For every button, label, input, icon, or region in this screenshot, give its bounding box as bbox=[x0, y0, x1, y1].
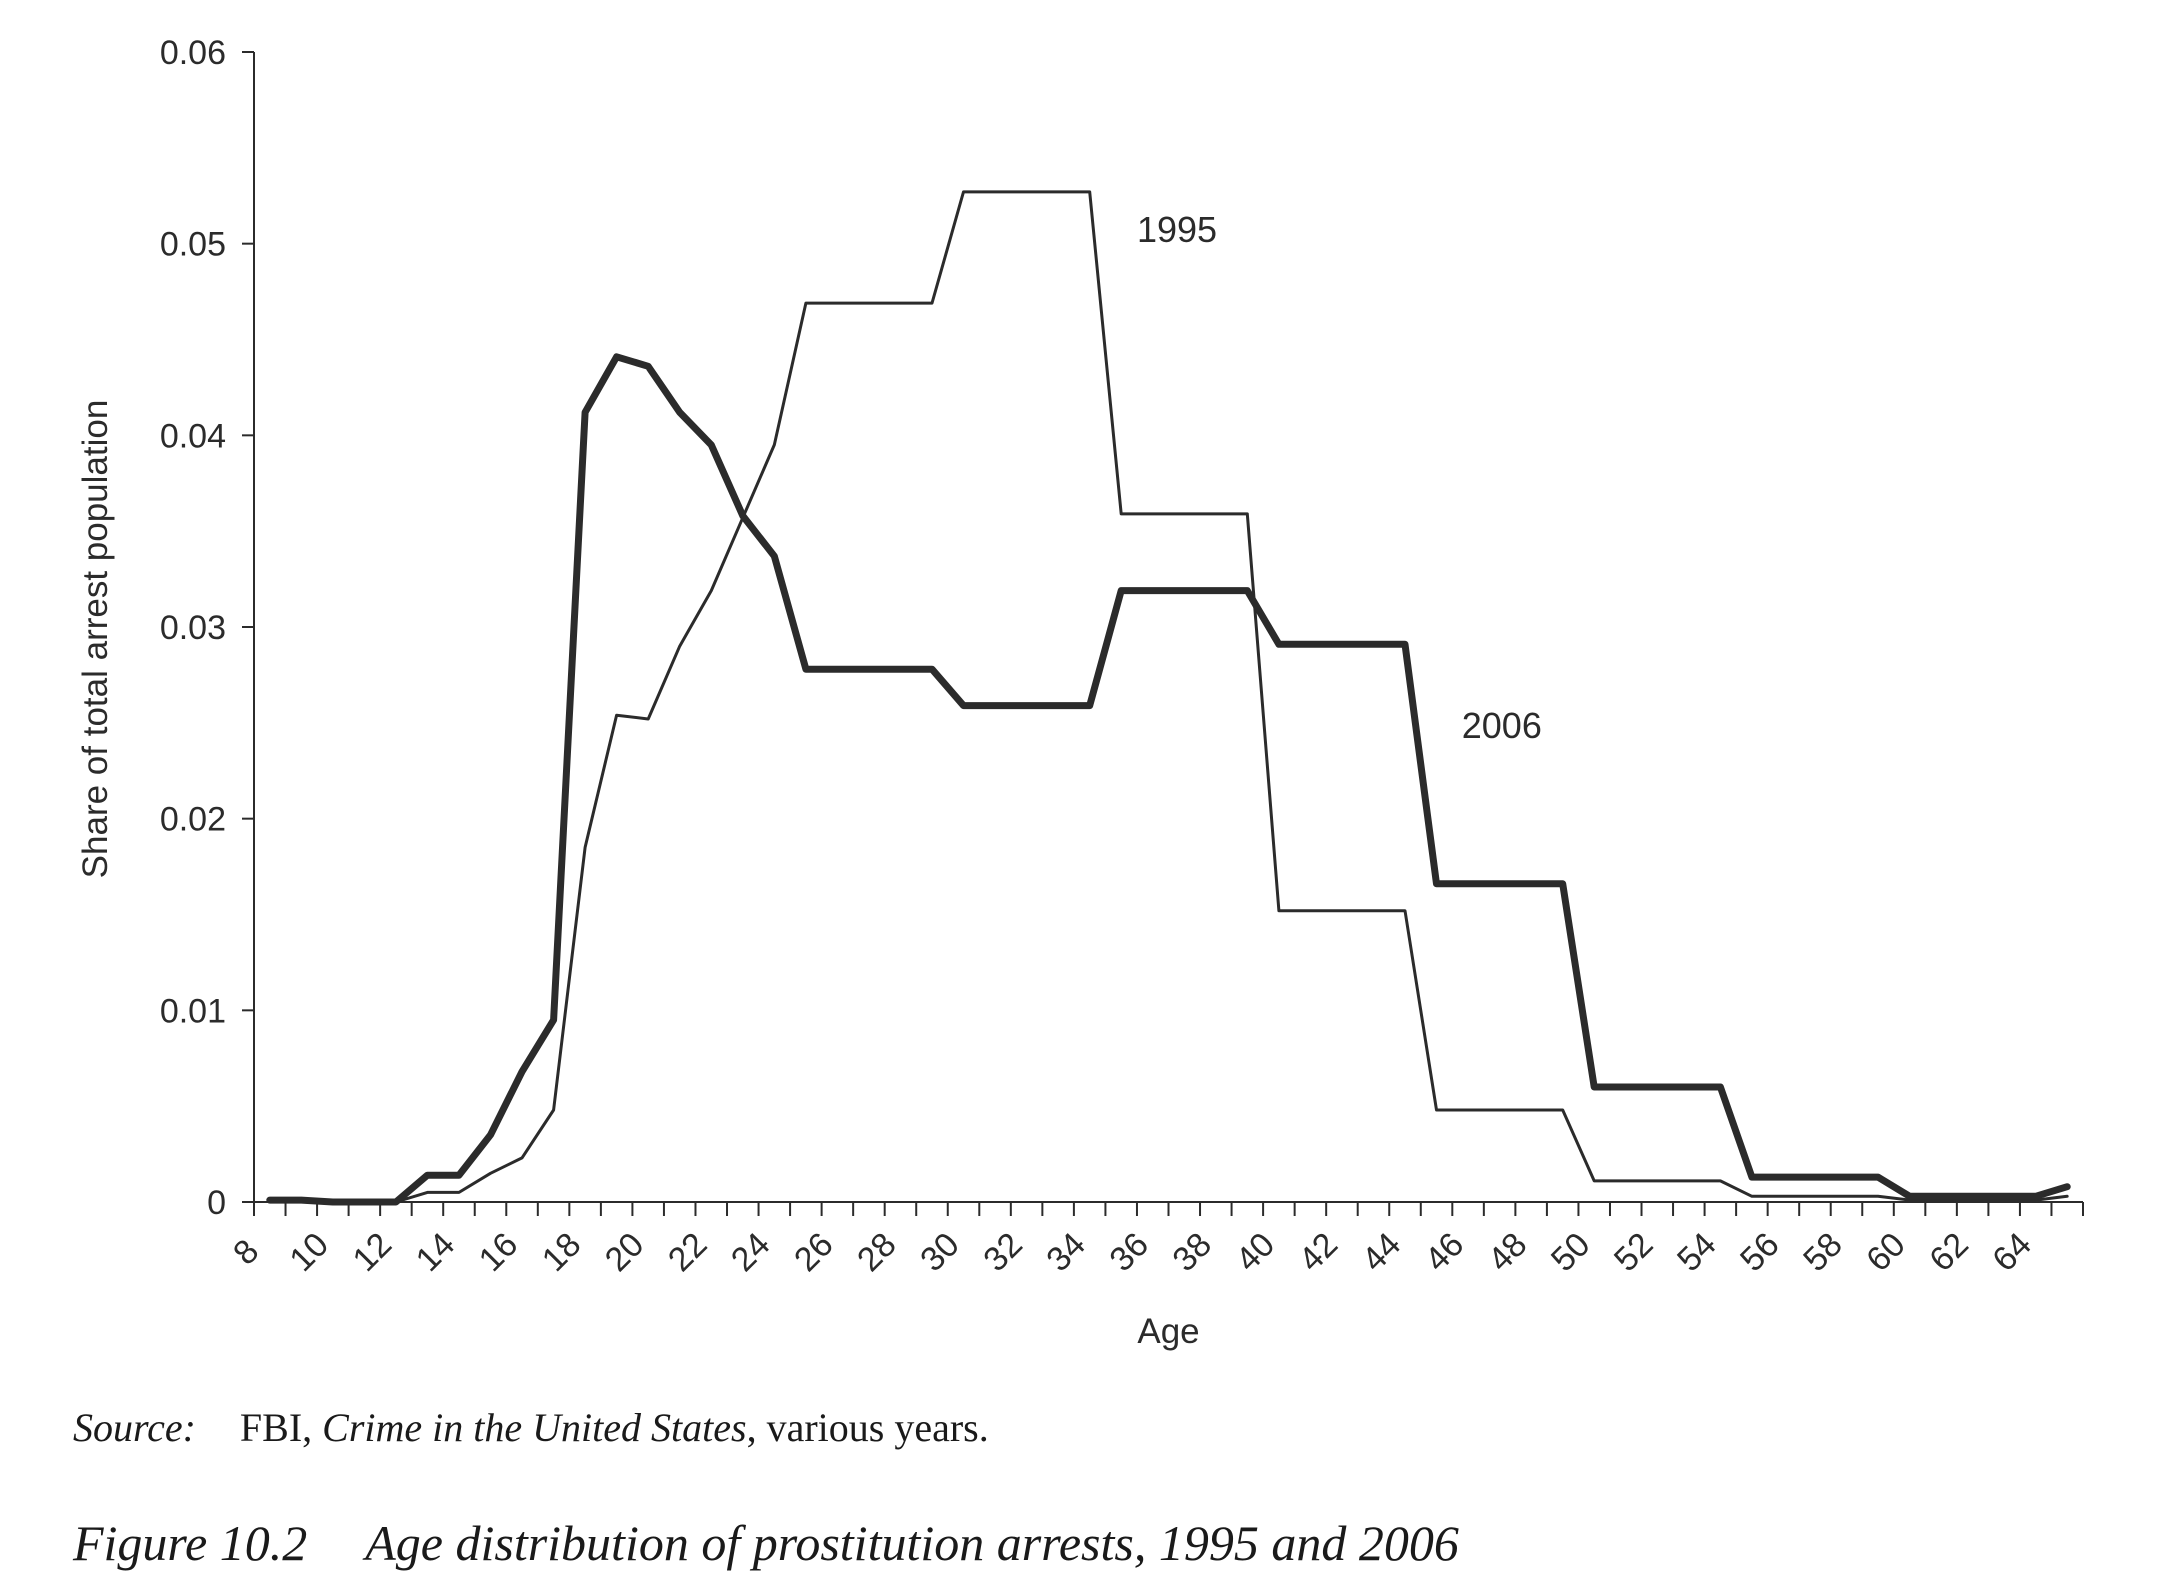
series-label-2006: 2006 bbox=[1462, 705, 1542, 746]
x-tick-label: 32 bbox=[976, 1225, 1030, 1279]
x-tick-label: 24 bbox=[724, 1225, 778, 1279]
x-tick-label: 64 bbox=[1985, 1225, 2039, 1279]
y-tick-label: 0.01 bbox=[160, 992, 226, 1030]
source-suffix: , various years. bbox=[746, 1405, 989, 1450]
series-line-1995 bbox=[268, 190, 2069, 1204]
x-tick-label: 30 bbox=[913, 1225, 967, 1279]
y-tick-label: 0.05 bbox=[160, 226, 226, 264]
x-tick-label: 46 bbox=[1418, 1225, 1472, 1279]
x-tick-label: 58 bbox=[1796, 1225, 1850, 1279]
x-tick-label: 26 bbox=[787, 1225, 841, 1279]
x-tick-label: 38 bbox=[1165, 1225, 1219, 1279]
x-axis-title: Age bbox=[1137, 1312, 1199, 1351]
x-tick-label: 10 bbox=[282, 1225, 336, 1279]
x-tick-label: 42 bbox=[1292, 1225, 1346, 1279]
figure-title: Age distribution of prostitution arrests… bbox=[365, 1515, 1459, 1571]
x-tick-label: 60 bbox=[1859, 1225, 1913, 1279]
x-tick-label: 62 bbox=[1922, 1225, 1976, 1279]
x-tick-label: 22 bbox=[661, 1225, 715, 1279]
x-tick-label: 12 bbox=[346, 1225, 400, 1279]
y-tick-label: 0.06 bbox=[160, 34, 226, 72]
y-tick-label: 0.04 bbox=[160, 417, 226, 455]
x-tick-label: 8 bbox=[226, 1232, 266, 1272]
x-tick-label: 44 bbox=[1355, 1225, 1409, 1279]
chart-series-layer bbox=[266, 190, 2071, 1206]
source-caption: Source: FBI, Crime in the United States, … bbox=[73, 1404, 989, 1451]
series-line-2006 bbox=[266, 353, 2071, 1206]
x-tick-label: 36 bbox=[1102, 1225, 1156, 1279]
x-tick-label: 40 bbox=[1229, 1225, 1283, 1279]
x-tick-label: 18 bbox=[535, 1225, 589, 1279]
x-tick-label: 20 bbox=[598, 1225, 652, 1279]
chart-ticks: 0 0.01 0.02 0.03 0.04 0.05 0.06 8 10 12 14 16 18 20 22… bbox=[160, 34, 2084, 1279]
y-tick-label: 0 bbox=[207, 1184, 226, 1222]
chart-labels: Age Share of total arrest population 1995 2… bbox=[76, 209, 1542, 1351]
x-tick-label: 14 bbox=[409, 1225, 463, 1279]
source-prefix: FBI, bbox=[239, 1405, 323, 1450]
figure-number: Figure 10.2 bbox=[73, 1515, 308, 1571]
x-tick-label: 56 bbox=[1733, 1225, 1787, 1279]
source-publication-title: Crime in the United States bbox=[322, 1405, 747, 1450]
x-tick-label: 16 bbox=[472, 1225, 526, 1279]
y-tick-label: 0.02 bbox=[160, 801, 226, 839]
x-tick-label: 34 bbox=[1039, 1225, 1093, 1279]
source-label: Source: bbox=[73, 1405, 196, 1450]
y-axis-title: Share of total arrest population bbox=[76, 400, 115, 879]
series-label-1995: 1995 bbox=[1137, 209, 1217, 250]
y-tick-label: 0.03 bbox=[160, 609, 226, 647]
x-tick-label: 28 bbox=[850, 1225, 904, 1279]
x-tick-label: 54 bbox=[1670, 1225, 1724, 1279]
x-tick-label: 50 bbox=[1544, 1225, 1598, 1279]
x-tick-label: 48 bbox=[1481, 1225, 1535, 1279]
x-tick-label: 52 bbox=[1607, 1225, 1661, 1279]
figure-caption: Figure 10.2 Age distribution of prostitut… bbox=[73, 1514, 1459, 1572]
